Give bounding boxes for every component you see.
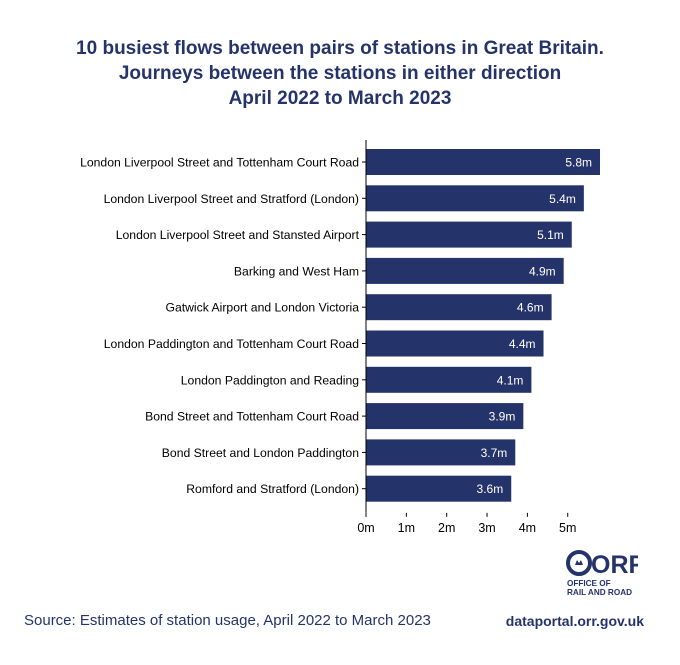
data-label: 4.4m [509,337,536,351]
x-tick-label: 3m [478,521,495,535]
bar [366,330,544,357]
data-label: 3.6m [477,482,504,496]
data-label: 4.6m [517,301,544,315]
category-label: London Paddington and Reading [181,373,359,387]
category-label: Bond Street and London Paddington [162,446,359,460]
category-label: Gatwick Airport and London Victoria [165,301,359,315]
x-tick-label: 1m [398,521,415,535]
data-label: 4.9m [529,264,556,278]
logo-text-line1: OFFICE OF [567,579,611,588]
data-label: 5.4m [549,192,576,206]
category-label: London Liverpool Street and Tottenham Co… [80,156,359,170]
x-tick-label: 0m [357,521,374,535]
chart-title: 10 busiest flows between pairs of statio… [0,36,680,111]
category-label: London Liverpool Street and Stansted Air… [116,228,360,242]
category-label: Bond Street and Tottenham Court Road [145,410,359,424]
category-label: Barking and West Ham [234,264,359,278]
bar [366,439,516,466]
bar [366,294,552,321]
bar [366,366,532,393]
logo-text-line2: RAIL AND ROAD [567,588,632,597]
orr-logo: ORR OFFICE OF RAIL AND ROAD [566,550,638,597]
title-line-3: April 2022 to March 2023 [228,88,452,109]
crown-icon [575,560,583,565]
title-line-2: Journeys between the stations in either … [118,63,562,84]
category-label: London Liverpool Street and Stratford (L… [104,192,359,206]
bar [366,221,572,248]
logo-o-ring-icon [566,550,592,576]
logo-text-main: ORR [591,551,638,579]
data-label: 4.1m [497,373,524,387]
bar [366,403,524,430]
bar-chart: London Liverpool Street and Tottenham Co… [80,140,600,535]
bar [366,257,564,284]
x-tick-label: 4m [519,521,536,535]
category-label: London Paddington and Tottenham Court Ro… [104,337,359,351]
x-tick-label: 2m [438,521,455,535]
data-label: 5.8m [565,156,592,170]
x-tick-label: 5m [559,521,576,535]
bar [366,149,600,175]
title-line-1: 10 busiest flows between pairs of statio… [76,38,604,59]
data-label: 5.1m [537,228,564,242]
source-note: Source: Estimates of station usage, Apri… [24,612,431,629]
bar [366,185,584,212]
category-label: Romford and Stratford (London) [186,482,359,496]
data-label: 3.9m [489,410,516,424]
data-portal-url: dataportal.orr.gov.uk [505,613,644,629]
data-label: 3.7m [481,446,508,460]
bar [366,475,512,502]
